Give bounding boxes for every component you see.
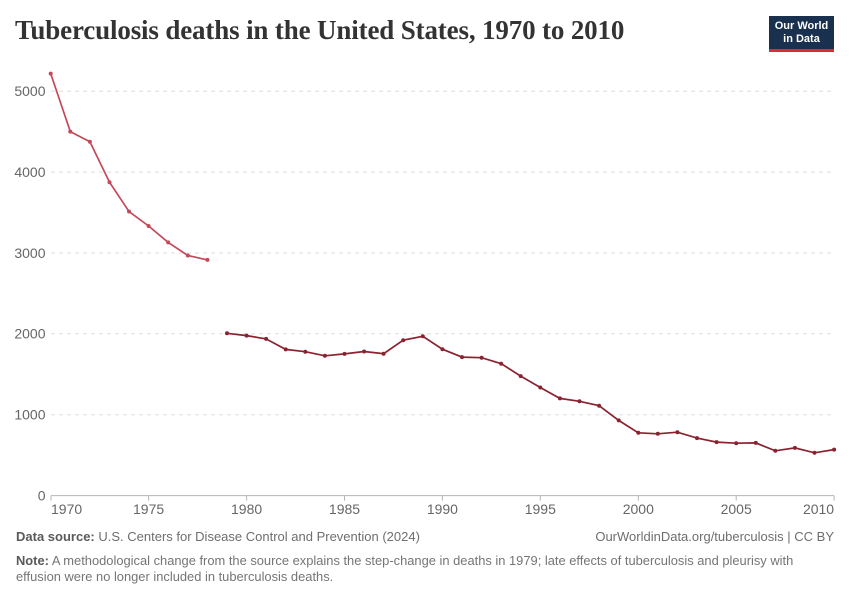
svg-text:3000: 3000 xyxy=(14,245,45,261)
svg-text:1980: 1980 xyxy=(231,501,262,517)
svg-text:1990: 1990 xyxy=(427,501,458,517)
svg-text:5000: 5000 xyxy=(14,83,45,99)
svg-text:1000: 1000 xyxy=(14,407,45,423)
svg-text:4000: 4000 xyxy=(14,164,45,180)
svg-text:2000: 2000 xyxy=(623,501,654,517)
svg-text:2000: 2000 xyxy=(14,326,45,342)
svg-text:0: 0 xyxy=(38,487,46,503)
svg-text:1985: 1985 xyxy=(329,501,360,517)
svg-text:1975: 1975 xyxy=(133,501,164,517)
svg-text:2010: 2010 xyxy=(803,501,834,517)
svg-text:1970: 1970 xyxy=(51,501,82,517)
svg-text:2005: 2005 xyxy=(721,501,752,517)
svg-text:1995: 1995 xyxy=(525,501,556,517)
